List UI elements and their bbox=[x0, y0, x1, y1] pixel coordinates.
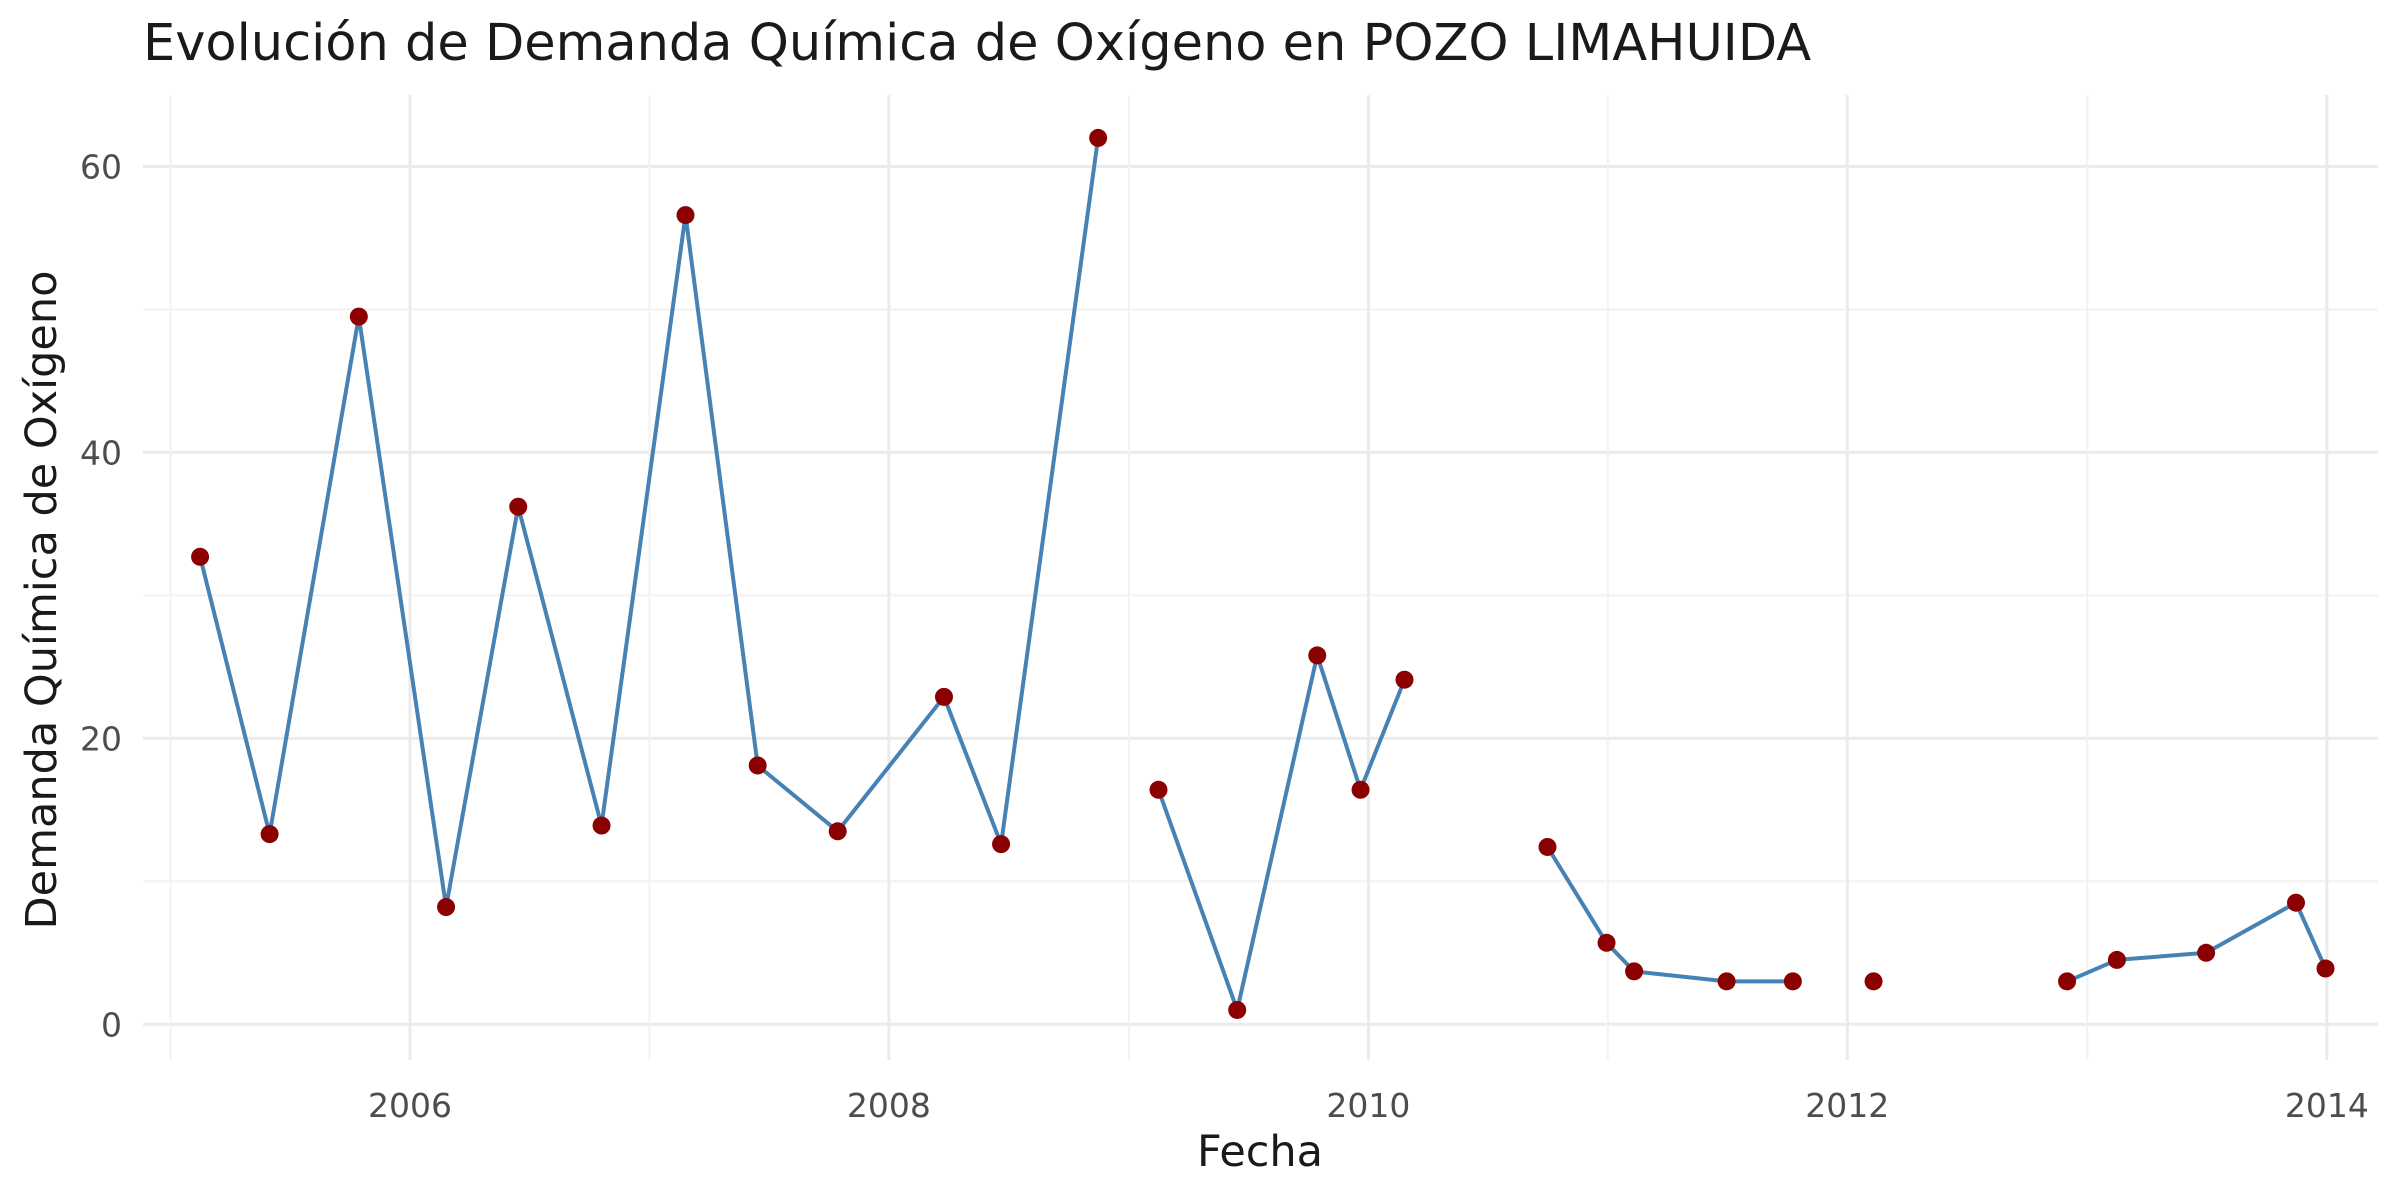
grid bbox=[143, 95, 2378, 1060]
x-tick-label: 2012 bbox=[1805, 1086, 1889, 1125]
data-point bbox=[934, 687, 953, 706]
y-tick-label: 60 bbox=[80, 147, 122, 186]
x-tick-label: 2014 bbox=[2285, 1086, 2369, 1125]
x-tick-label: 2010 bbox=[1326, 1086, 1410, 1125]
data-point bbox=[2286, 893, 2305, 912]
data-point bbox=[437, 898, 456, 917]
data-point bbox=[676, 206, 695, 225]
data-point bbox=[748, 756, 767, 775]
y-axis-title: Demanda Química de Oxígeno bbox=[17, 271, 67, 930]
series-lines bbox=[198, 137, 2328, 1012]
y-tick-label: 0 bbox=[101, 1005, 122, 1044]
data-point bbox=[1149, 780, 1168, 799]
data-point bbox=[1351, 780, 1370, 799]
y-tick-label: 40 bbox=[80, 433, 122, 472]
x-tick-label: 2008 bbox=[847, 1086, 931, 1125]
data-point bbox=[1597, 933, 1616, 952]
x-axis-title: Fecha bbox=[1197, 1127, 1323, 1177]
data-point bbox=[1625, 962, 1644, 981]
series-line-segment bbox=[198, 137, 1101, 909]
data-point bbox=[2058, 972, 2077, 991]
data-point bbox=[509, 497, 528, 516]
data-point bbox=[2197, 943, 2216, 962]
series-line-segment bbox=[1545, 845, 1793, 984]
data-point bbox=[2316, 959, 2335, 978]
data-point bbox=[1717, 972, 1736, 991]
data-point bbox=[992, 835, 1011, 854]
data-point bbox=[1783, 972, 1802, 991]
data-point bbox=[191, 547, 210, 566]
y-tick-labels: 0 20 40 60 bbox=[80, 147, 122, 1044]
data-point bbox=[592, 816, 611, 835]
data-point bbox=[1538, 837, 1557, 856]
data-point bbox=[1308, 646, 1327, 665]
x-tick-label: 2006 bbox=[368, 1086, 452, 1125]
data-point bbox=[349, 307, 368, 326]
data-point bbox=[2107, 950, 2126, 969]
data-point bbox=[1864, 972, 1883, 991]
data-point bbox=[1395, 670, 1414, 689]
chart-title: Evolución de Demanda Química de Oxígeno … bbox=[143, 14, 1811, 73]
data-point bbox=[1089, 128, 1108, 147]
x-tick-labels: 2006 2008 2010 2012 2014 bbox=[368, 1086, 2369, 1125]
series-points bbox=[191, 128, 2335, 1019]
data-point bbox=[828, 822, 847, 841]
data-point bbox=[1228, 1000, 1247, 1019]
y-tick-label: 20 bbox=[80, 719, 122, 758]
data-point bbox=[260, 825, 279, 844]
series-line-segment bbox=[2066, 900, 2328, 984]
